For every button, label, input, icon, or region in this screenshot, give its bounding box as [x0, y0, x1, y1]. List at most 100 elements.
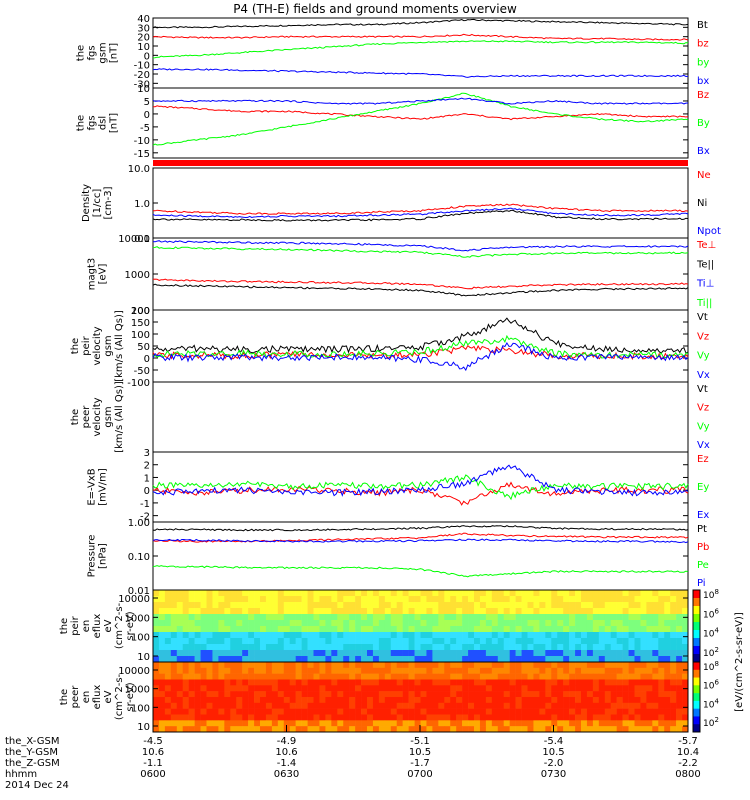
spectrogram-cell — [664, 650, 671, 657]
spectrogram-cell — [378, 714, 386, 721]
spectrogram-cell — [539, 708, 546, 715]
spectrogram-cell — [444, 632, 451, 639]
spectrogram-cell — [313, 632, 320, 639]
spectrogram-cell — [432, 608, 439, 615]
spectrogram-cell — [515, 614, 522, 621]
spectrogram-cell — [277, 626, 285, 633]
spectrogram-cell — [408, 644, 415, 651]
y-axis-label: eV — [103, 690, 114, 703]
spectrogram-cell — [343, 673, 350, 680]
spectrogram-cell — [533, 685, 540, 692]
spectrogram-cell — [575, 590, 582, 597]
spectrogram-cell — [438, 702, 445, 709]
y-tick-label: 40 — [137, 14, 150, 25]
spectrogram-cell — [301, 667, 308, 674]
spectrogram-cell — [479, 679, 487, 686]
spectrogram-cell — [295, 602, 302, 609]
spectrogram-cell — [557, 673, 564, 680]
spectrogram-cell — [581, 596, 588, 603]
spectrogram-cell — [194, 679, 201, 686]
spectrogram-cell — [545, 632, 552, 639]
spectrogram-cell — [444, 708, 451, 715]
spectrogram-cell — [610, 614, 617, 621]
spectrogram-cell — [254, 685, 261, 692]
spectrogram-cell — [164, 667, 172, 674]
spectrogram-cell — [313, 679, 320, 686]
spectrogram-cell — [200, 596, 207, 603]
spectrogram-cell — [396, 685, 403, 692]
spectrogram-cell — [325, 602, 332, 609]
spectrogram-cell — [545, 626, 552, 633]
spectrogram-cell — [176, 602, 184, 609]
spectrogram-cell — [170, 626, 178, 633]
spectrogram-cell — [289, 679, 296, 686]
spectrogram-cell — [271, 620, 279, 627]
spectrogram-cell — [242, 608, 249, 615]
spectrogram-cell — [343, 644, 350, 651]
y-tick-label: 0 — [144, 486, 150, 497]
spectrogram-cell — [604, 596, 612, 603]
spectrogram-cell — [355, 644, 362, 651]
spectrogram-cell — [557, 638, 564, 645]
spectrogram-cell — [384, 673, 392, 680]
spectrogram-cell — [474, 656, 481, 663]
y-axis-label: eV — [103, 619, 114, 632]
spectrogram-cell — [539, 673, 546, 680]
spectrogram-cell — [206, 650, 213, 657]
spectrogram-cell — [563, 697, 570, 704]
spectrogram-cell — [634, 596, 641, 603]
spectrogram-cell — [569, 626, 576, 633]
x-tick-label: -5.7 — [678, 736, 698, 747]
spectrogram-cell — [206, 596, 213, 603]
spectrogram-cell — [646, 726, 653, 733]
spectrogram-cell — [325, 650, 332, 657]
spectrogram-cell — [176, 632, 184, 639]
spectrogram-cell — [212, 679, 219, 686]
spectrogram-cell — [646, 596, 653, 603]
spectrogram-cell — [384, 590, 392, 597]
spectrogram-cell — [176, 673, 184, 680]
spectrogram-cell — [557, 632, 564, 639]
spectrogram-cell — [479, 667, 487, 674]
spectrogram-cell — [277, 590, 285, 597]
spectrogram-cell — [485, 614, 493, 621]
spectrogram-cell — [456, 667, 463, 674]
spectrogram-cell — [307, 614, 314, 621]
spectrogram-cell — [438, 726, 445, 733]
spectrogram-cell — [521, 714, 528, 721]
y-tick-label: 0.01 — [128, 586, 150, 597]
spectrogram-cell — [474, 714, 481, 721]
spectrogram-cell — [676, 679, 683, 686]
spectrogram-cell — [158, 626, 166, 633]
spectrogram-cell — [479, 656, 487, 663]
spectrogram-cell — [236, 673, 243, 680]
spectrogram-cell — [200, 702, 207, 709]
spectrogram-cell — [616, 662, 623, 669]
spectrogram-cell — [432, 620, 439, 627]
y-tick-label: 5 — [144, 97, 150, 108]
spectrogram-cell — [646, 632, 653, 639]
spectrogram-cell — [682, 708, 689, 715]
y-axis-label: sr-eV) — [125, 611, 136, 640]
spectrogram-cell — [539, 691, 546, 698]
spectrogram-cell — [396, 697, 403, 704]
spectrogram-cell — [646, 608, 653, 615]
spectrogram-cell — [212, 644, 219, 651]
spectrogram-cell — [491, 720, 499, 727]
spectrogram-cell — [277, 656, 285, 663]
spectrogram-cell — [527, 667, 534, 674]
spectrogram-cell — [176, 644, 184, 651]
spectrogram-cell — [236, 679, 243, 686]
spectrogram-cell — [331, 662, 338, 669]
spectrogram-cell — [670, 638, 677, 645]
x-tick-label: 10.6 — [275, 747, 297, 758]
spectrogram-cell — [628, 720, 635, 727]
legend-label: Vt — [697, 312, 708, 323]
spectrogram-cell — [539, 702, 546, 709]
spectrogram-cell — [432, 720, 439, 727]
spectrogram-cell — [646, 626, 653, 633]
spectrogram-cell — [343, 620, 350, 627]
spectrogram-cell — [337, 602, 344, 609]
spectrogram-cell — [176, 596, 184, 603]
spectrogram-cell — [325, 596, 332, 603]
